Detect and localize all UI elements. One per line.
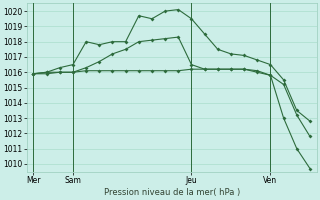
X-axis label: Pression niveau de la mer( hPa ): Pression niveau de la mer( hPa ) bbox=[104, 188, 240, 197]
